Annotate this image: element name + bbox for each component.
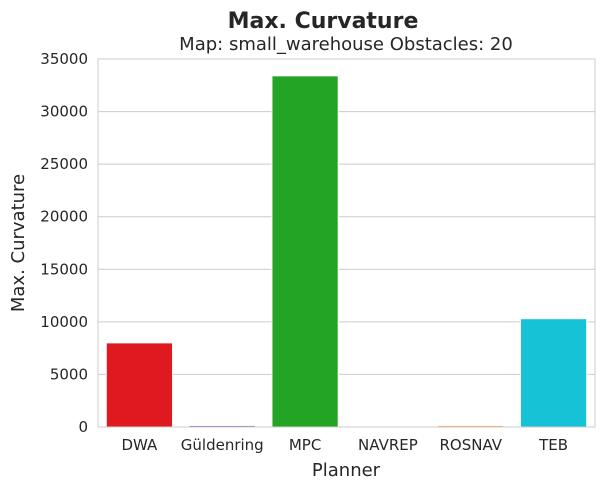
x-axis-label: Planner xyxy=(312,460,381,481)
x-tick-label: ROSNAV xyxy=(439,436,502,454)
y-tick-label: 0 xyxy=(78,418,88,436)
x-tick-label: NAVREP xyxy=(358,436,418,454)
y-tick-label: 15000 xyxy=(40,260,88,278)
gridlines xyxy=(98,58,595,428)
y-tick-label: 35000 xyxy=(40,50,88,68)
x-tick-label: DWA xyxy=(122,436,159,454)
x-ticks: DWA Güldenring MPC NAVREP ROSNAV TEB xyxy=(122,436,569,454)
x-tick-label: MPC xyxy=(289,436,321,454)
bar-dwa xyxy=(105,342,174,428)
y-axis-label: Max. Curvature xyxy=(8,174,29,312)
y-tick-label: 10000 xyxy=(40,313,88,331)
x-tick-label: TEB xyxy=(538,436,568,454)
chart-title: Max. Curvature xyxy=(228,9,419,34)
y-tick-label: 25000 xyxy=(40,155,88,173)
y-tick-label: 20000 xyxy=(40,208,88,226)
chart-subtitle: Map: small_warehouse Obstacles: 20 xyxy=(179,34,513,55)
bar-mpc xyxy=(271,75,339,428)
y-tick-label: 5000 xyxy=(50,365,88,383)
bar-teb xyxy=(519,318,588,428)
plot-frame xyxy=(97,58,596,428)
bars xyxy=(105,75,588,428)
y-tick-label: 30000 xyxy=(40,103,88,121)
y-ticks: 0 5000 10000 15000 20000 25000 30000 35000 xyxy=(40,50,88,436)
x-tick-label: Güldenring xyxy=(181,436,264,454)
